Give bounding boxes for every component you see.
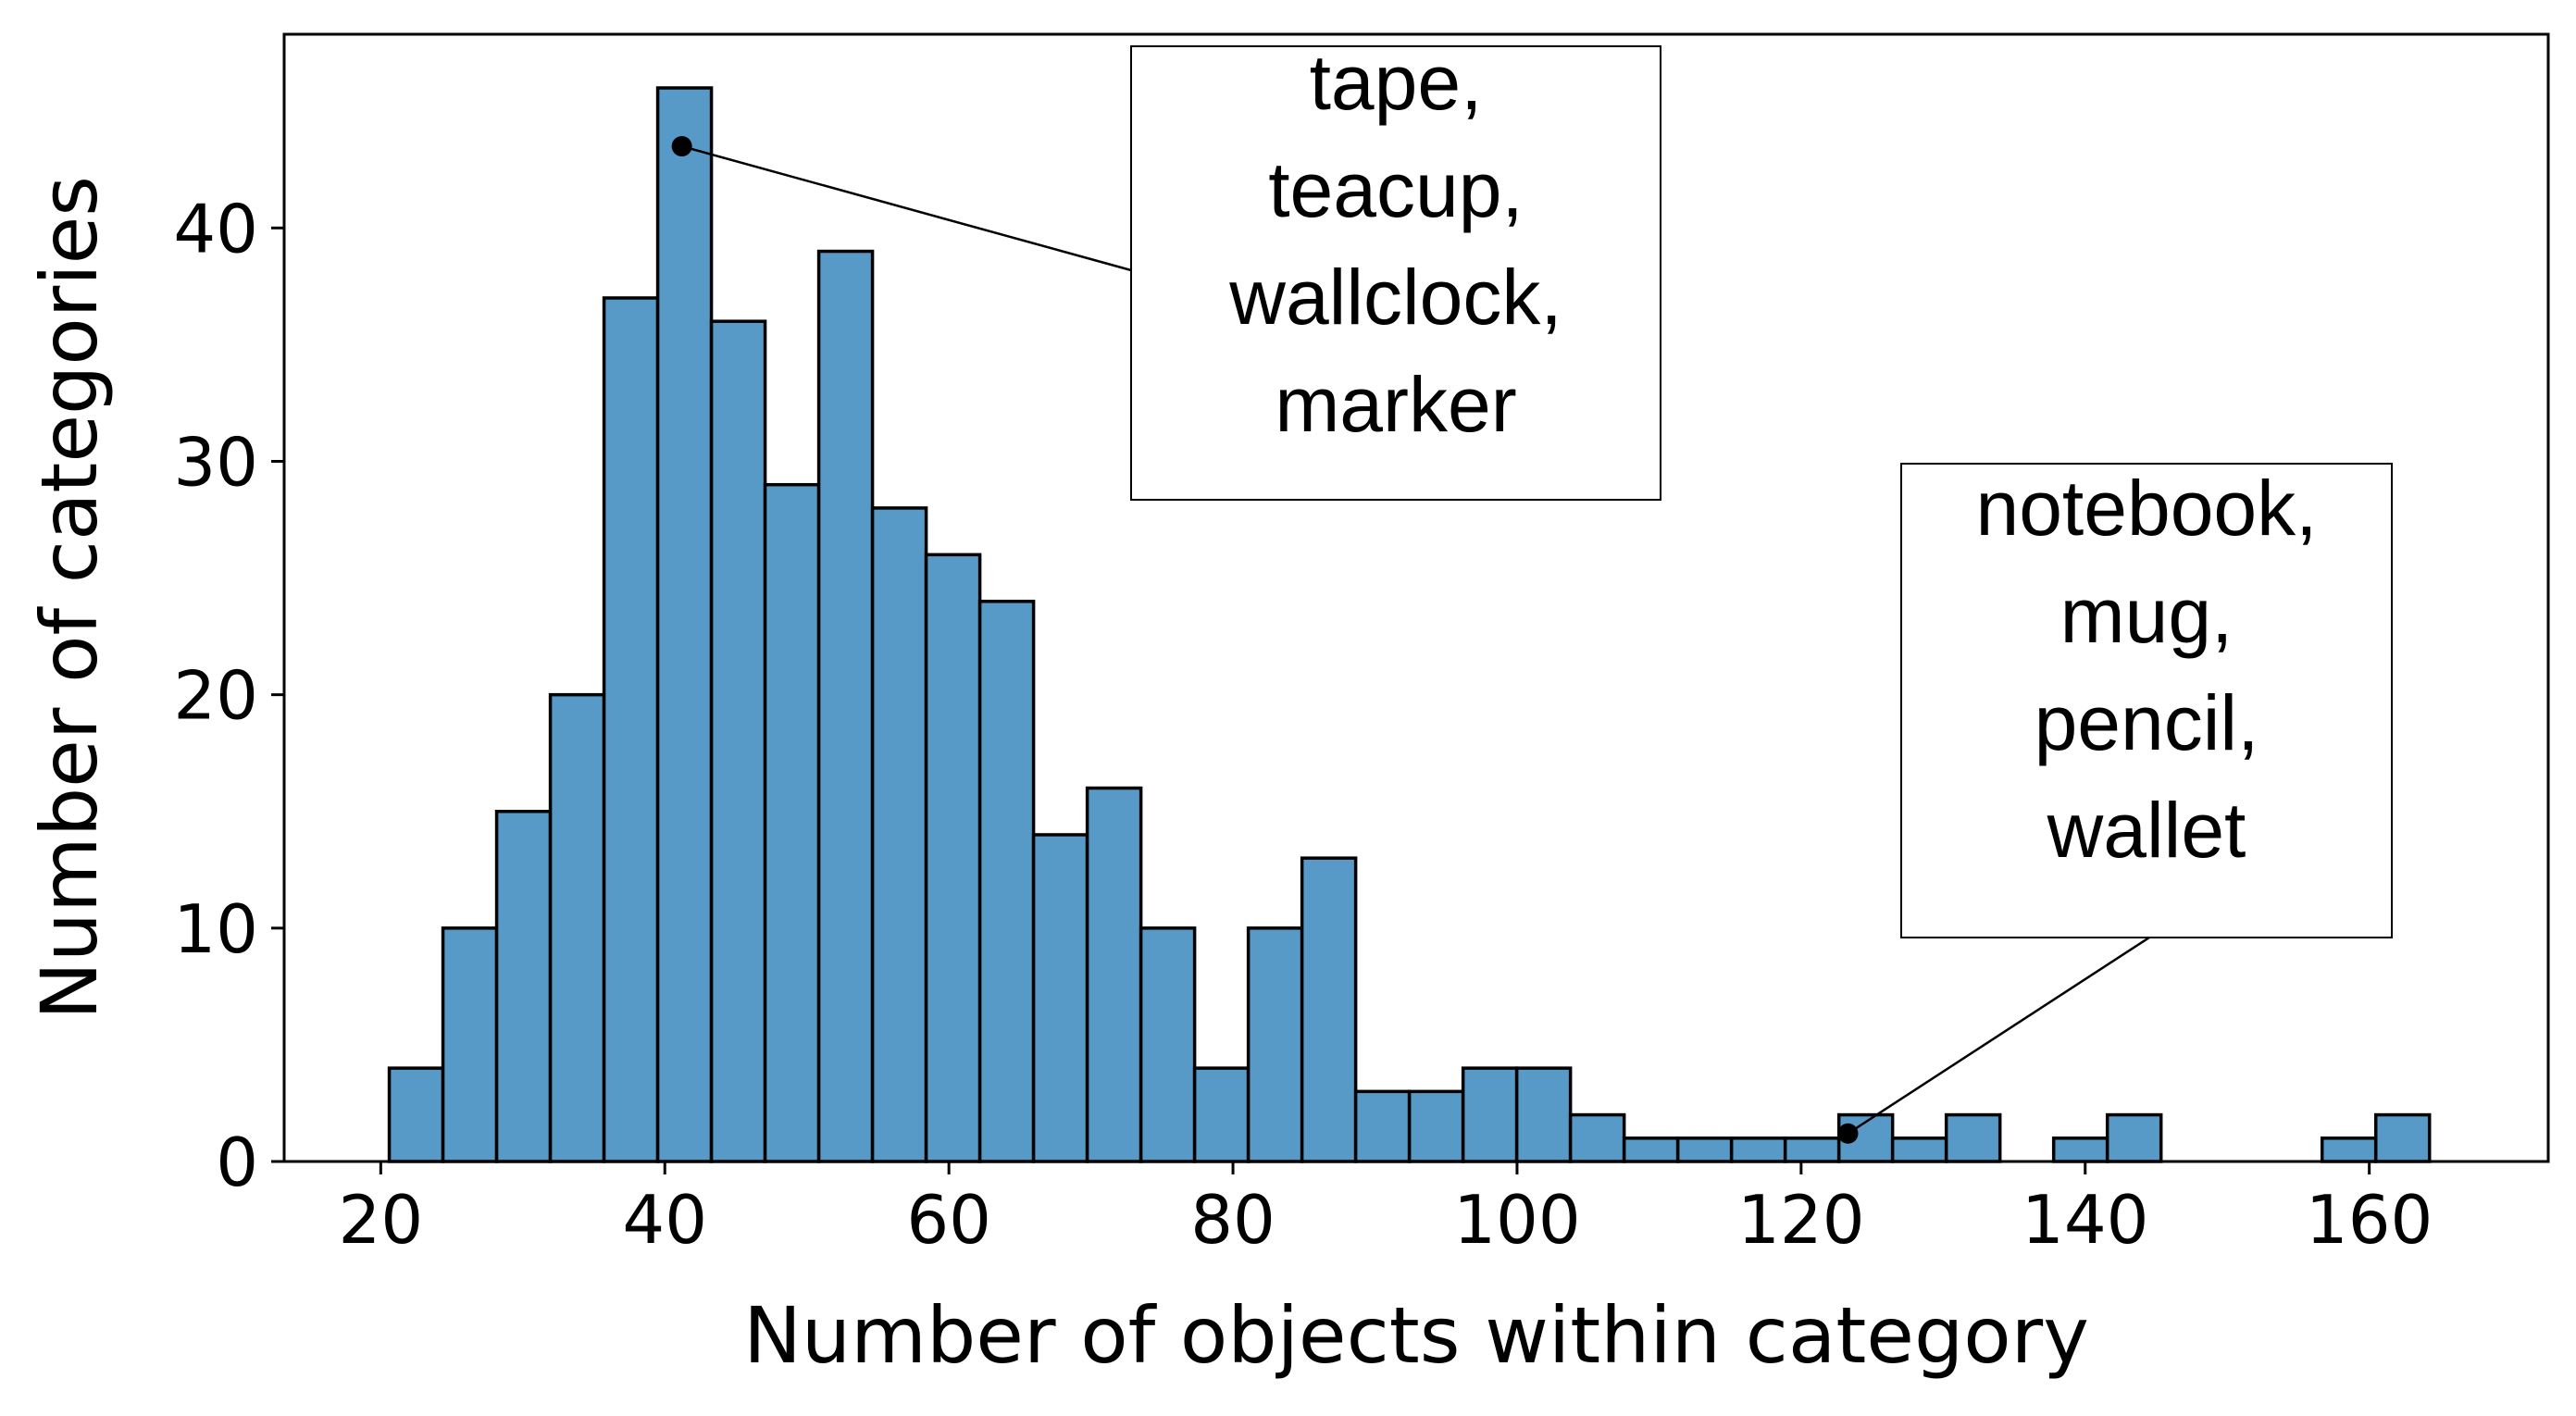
x-tick-label: 40 <box>622 1181 707 1259</box>
histogram-bar-36 <box>2320 1137 2378 1163</box>
histogram-bar-21 <box>1514 1066 1573 1163</box>
histogram-bar-9 <box>870 506 928 1163</box>
annotation-text-line: mug, <box>2060 572 2234 659</box>
annotation-text-line: wallclock, <box>1228 254 1562 341</box>
annotation-point <box>671 136 692 157</box>
annotation-point <box>1837 1123 1859 1144</box>
annotation-text-line: wallet <box>2047 787 2246 874</box>
histogram-bar-19 <box>1407 1089 1465 1163</box>
annotation-text-line: marker <box>1275 361 1516 448</box>
histogram-bar-0 <box>387 1066 445 1163</box>
y-tick-label: 10 <box>173 890 258 968</box>
annotation-text-line: notebook, <box>1976 465 2318 552</box>
histogram-bar-28 <box>1890 1137 1948 1163</box>
x-tick-label: 100 <box>1453 1181 1580 1259</box>
y-tick-label: 20 <box>173 657 258 735</box>
y-axis-label: Number of categories <box>24 176 115 1020</box>
x-tick-label: 140 <box>2022 1181 2148 1259</box>
histogram-bar-16 <box>1246 926 1304 1163</box>
histogram-bar-10 <box>924 553 982 1163</box>
y-axis-ticks: 0 10 20 30 40 <box>173 190 284 1201</box>
histogram-bar-11 <box>977 600 1036 1163</box>
histogram-bar-23 <box>1622 1137 1680 1163</box>
x-axis-ticks: 20 40 60 80 100 120 140 160 <box>339 1161 2433 1259</box>
histogram-bar-13 <box>1085 786 1143 1163</box>
histogram-bar-22 <box>1568 1112 1626 1163</box>
histogram-bar-26 <box>1783 1137 1841 1163</box>
annotation-text-line: pencil, <box>2035 679 2259 766</box>
x-tick-label: 80 <box>1190 1181 1276 1259</box>
x-tick-label: 120 <box>1737 1181 1864 1259</box>
histogram-bar-25 <box>1729 1137 1787 1163</box>
histogram-bar-1 <box>441 926 499 1163</box>
histogram-bar-20 <box>1461 1066 1519 1163</box>
histogram-bar-14 <box>1139 926 1197 1163</box>
plot-frame <box>282 32 2550 1163</box>
annotation-leader-line <box>681 144 1132 272</box>
annotation-text-line: tape, <box>1310 39 1483 126</box>
histogram-bar-3 <box>548 692 606 1163</box>
histogram-bar-7 <box>763 482 821 1163</box>
histogram-bar-6 <box>709 319 767 1163</box>
histogram-bar-37 <box>2373 1112 2432 1163</box>
histogram-bar-12 <box>1031 833 1089 1163</box>
histogram-bar-4 <box>602 296 660 1163</box>
annotation-box <box>1130 45 1661 501</box>
histogram-bar-15 <box>1192 1066 1251 1163</box>
histogram-bar-5 <box>655 86 714 1163</box>
annotations: tape, teacup, wallclock, marker notebook, mug… <box>671 39 2393 1144</box>
histogram-bar-31 <box>2051 1137 2109 1163</box>
histogram-bar-32 <box>2105 1112 2163 1163</box>
y-tick-label: 0 <box>216 1124 258 1201</box>
y-tick-label: 40 <box>173 190 258 267</box>
annotation-text-line: teacup, <box>1268 146 1524 233</box>
histogram-bars <box>387 86 2432 1163</box>
x-tick-label: 160 <box>2306 1181 2433 1259</box>
x-tick-label: 20 <box>339 1181 424 1259</box>
histogram-bar-18 <box>1353 1089 1412 1163</box>
y-tick-label: 30 <box>173 423 258 501</box>
annotation-box <box>1900 463 2393 938</box>
histogram-bar-8 <box>816 249 875 1163</box>
x-tick-label: 60 <box>906 1181 991 1259</box>
histogram-bar-17 <box>1300 856 1358 1163</box>
histogram-bar-24 <box>1675 1137 1734 1163</box>
histogram-bar-29 <box>1944 1112 2002 1163</box>
histogram-bar-2 <box>494 809 553 1163</box>
annotation-leader-line <box>1847 936 2150 1135</box>
x-axis-label: Number of objects within category <box>743 1290 2089 1381</box>
